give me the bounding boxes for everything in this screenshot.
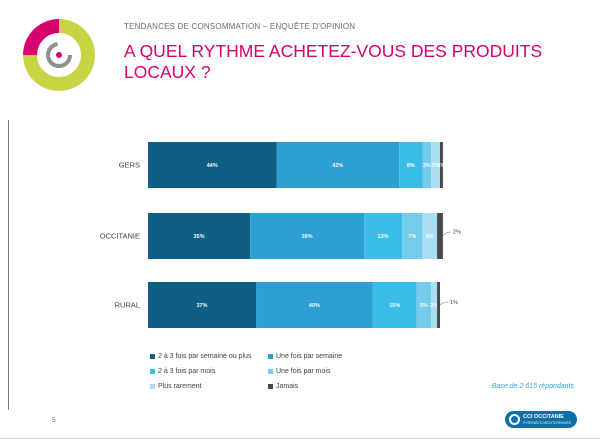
bar-segment	[422, 142, 432, 188]
bar-segment	[431, 142, 440, 188]
bar-segment	[148, 142, 277, 188]
cci-ring-logo	[23, 19, 95, 91]
bar-segment	[148, 213, 251, 259]
page-number: 5	[52, 417, 56, 424]
bar-segment	[422, 213, 438, 259]
data-label: 8%	[407, 163, 415, 169]
data-label: 5%	[426, 234, 434, 240]
bar-segment	[416, 282, 432, 328]
data-label: 2%	[430, 303, 438, 309]
legend-label: 2 à 3 fois par mois	[158, 368, 216, 375]
bar-segment	[399, 142, 423, 188]
legend-label: 2 à 3 fois par semaine ou plus	[158, 353, 252, 360]
legend-swatch	[150, 354, 155, 359]
bar-segment	[372, 282, 417, 328]
base-note: Base de 2 615 répondants	[491, 383, 574, 390]
legend-item: Une fois par semaine	[268, 353, 342, 360]
bar-segment	[402, 213, 423, 259]
legend-item: Une fois par mois	[268, 368, 330, 375]
legend-label: Une fois par semaine	[276, 353, 343, 360]
cci-mark-icon	[509, 414, 520, 425]
cci-brand-name: CCI OCCITANIE	[523, 413, 564, 420]
legend-swatch	[268, 369, 273, 374]
legend-swatch	[268, 384, 273, 389]
page-title: A QUEL RYTHME ACHETEZ-VOUS DES PRODUITS …	[124, 41, 543, 82]
bar-segment	[437, 282, 440, 328]
data-label: 3%	[432, 163, 440, 169]
logo-ring-inner	[23, 19, 59, 55]
report-subtitle: TENDANCES DE CONSOMMATION – ENQUÊTE D'OP…	[124, 22, 356, 31]
data-label: 1%	[450, 300, 458, 306]
left-divider	[8, 120, 9, 410]
data-label: 40%	[309, 303, 320, 309]
bar-segment	[276, 142, 400, 188]
callout-line	[442, 231, 451, 237]
legend-label: Une fois par mois	[276, 368, 331, 375]
cci-brand-sub: PYRÉNÉES-MÉDITERRANÉE	[523, 420, 572, 425]
legend-label: Plus rarement	[158, 383, 202, 390]
category-label: OCCITANIE	[100, 232, 140, 241]
legend-swatch	[150, 369, 155, 374]
bar-segment	[437, 213, 443, 259]
data-label: 1%	[437, 163, 445, 169]
data-label: 5%	[420, 303, 428, 309]
bar-segment	[148, 282, 257, 328]
legend-item: 2 à 3 fois par mois	[150, 368, 215, 375]
data-label: 3%	[423, 163, 431, 169]
logo-ring-outer	[23, 19, 95, 91]
bar-segment	[431, 282, 438, 328]
legend-item: Plus rarement	[150, 383, 202, 390]
data-label: 13%	[378, 234, 389, 240]
bar-segment	[256, 282, 373, 328]
legend-swatch	[268, 354, 273, 359]
data-label: 2%	[453, 230, 461, 236]
logo-mark	[46, 42, 72, 68]
category-label: RURAL	[115, 301, 140, 310]
data-label: 42%	[332, 163, 343, 169]
data-label: 39%	[302, 234, 313, 240]
data-label: 7%	[408, 234, 416, 240]
legend-label: Jamais	[276, 383, 299, 390]
cci-brand: CCI OCCITANIE PYRÉNÉES-MÉDITERRANÉE	[523, 414, 571, 426]
bar-segment	[440, 142, 443, 188]
legend-item: Jamais	[268, 383, 298, 390]
bar-segment	[250, 213, 365, 259]
bottom-rule	[0, 438, 600, 439]
bar-segment	[364, 213, 403, 259]
cci-occitanie-logo: CCI OCCITANIE PYRÉNÉES-MÉDITERRANÉE	[505, 411, 577, 428]
category-label: GERS	[119, 161, 140, 170]
callout-line	[439, 301, 449, 306]
data-label: 37%	[197, 303, 208, 309]
data-label: 15%	[389, 303, 400, 309]
data-label: 44%	[207, 163, 218, 169]
legend-item: 2 à 3 fois par semaine ou plus	[150, 353, 251, 360]
data-label: 35%	[194, 234, 205, 240]
legend-swatch	[150, 384, 155, 389]
